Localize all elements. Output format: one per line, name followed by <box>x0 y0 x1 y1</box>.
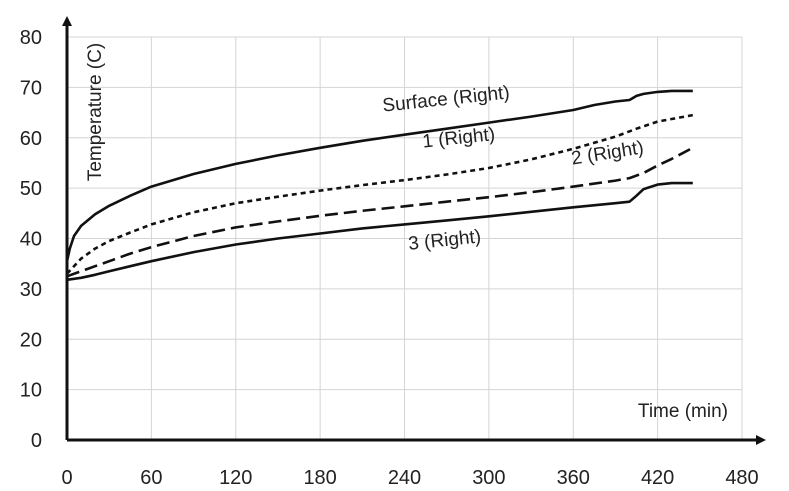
text-labels: Time (min) Temperature (C) <box>85 43 728 422</box>
y-tick-label: 60 <box>20 128 42 150</box>
series-line <box>66 113 694 275</box>
series-annotations: Surface (Right)1 (Right) 2 (Right)3 (Righ… <box>381 82 645 254</box>
x-tick-label: 240 <box>388 467 421 489</box>
y-tick-label: 20 <box>20 329 42 351</box>
y-tick-label: 40 <box>20 229 42 251</box>
y-tick-label: 70 <box>20 77 42 99</box>
y-tick-label: 30 <box>20 279 42 301</box>
series-label: 2 (Right) <box>570 137 645 169</box>
x-tick-label: 120 <box>219 467 252 489</box>
x-tick-label: 180 <box>303 467 336 489</box>
tick-labels: 0 60 120 180 240 300 360 420 480 0 10 20 30 40 50 60 70 8… <box>20 27 759 489</box>
y-tick-label: 0 <box>31 430 42 452</box>
series-line <box>66 146 694 278</box>
series-label: 1 (Right) <box>421 124 496 153</box>
x-axis-label: Time (min) <box>638 401 728 422</box>
y-tick-label: 80 <box>20 27 42 49</box>
y-tick-label: 50 <box>20 178 42 200</box>
x-tick-label: 360 <box>557 467 590 489</box>
y-tick-label: 10 <box>20 380 42 402</box>
x-tick-label: 0 <box>61 467 72 489</box>
series-line <box>66 181 693 282</box>
series-label: 3 (Right) <box>407 226 482 255</box>
series-line <box>65 89 693 262</box>
series-lines <box>65 89 694 282</box>
x-tick-label: 300 <box>472 467 505 489</box>
y-axis-label: Temperature (C) <box>85 43 106 181</box>
axes <box>62 16 766 445</box>
x-tick-label: 420 <box>641 467 674 489</box>
x-tick-label: 480 <box>725 467 758 489</box>
x-tick-label: 60 <box>140 467 162 489</box>
